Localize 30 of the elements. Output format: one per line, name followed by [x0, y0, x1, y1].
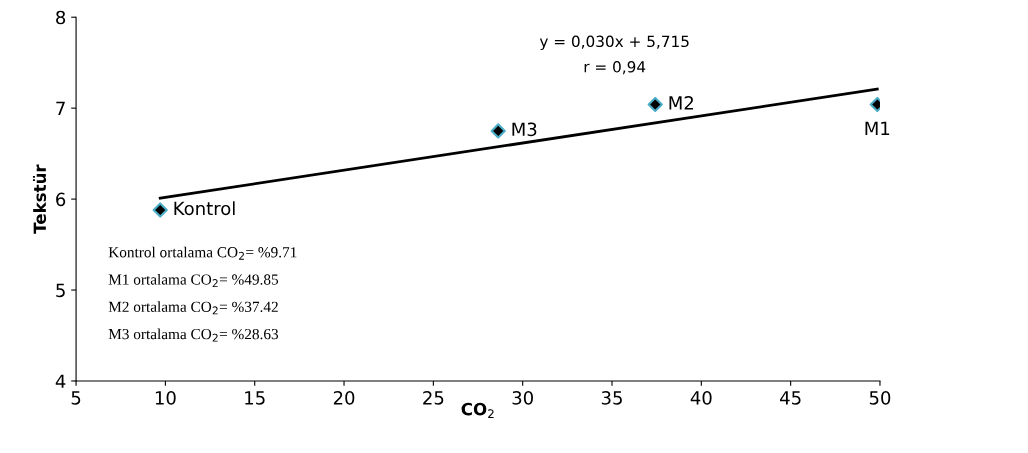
x-tick-label: 20	[333, 391, 355, 405]
x-tick-label: 25	[423, 391, 444, 405]
point	[152, 202, 168, 218]
x-tick-label: 35	[601, 391, 622, 405]
annotation: M3 ortalama CO$_{2}$= %28.63	[108, 328, 279, 342]
x-axis-title: CO$_{2}$	[461, 402, 494, 418]
x-tick-label: 5	[71, 391, 81, 405]
point	[490, 123, 506, 139]
x-tick-label: 30	[512, 391, 533, 405]
x-tick-label: 45	[780, 391, 801, 405]
annotation: M1 ortalama CO$_{2}$= %49.85	[108, 273, 279, 288]
x-tick-label: 15	[245, 391, 265, 405]
x-tick-label: 40	[690, 391, 712, 405]
point	[647, 96, 663, 113]
annotation: Kontrol ortalama CO$_{2}$= %9.71	[108, 246, 297, 260]
y-tick-label: 5	[56, 283, 65, 298]
series-label: M3	[512, 122, 537, 137]
y-tick-label: 7	[56, 101, 65, 116]
annotation: M2 ortalama CO$_{2}$= %37.42	[108, 301, 278, 315]
series-label: Kontrol	[174, 201, 235, 216]
series-label: M1	[865, 121, 890, 135]
annotation: r = 0,94	[584, 61, 646, 75]
x-tick-label: 50	[869, 391, 891, 405]
y-tick-label: 4	[55, 374, 66, 388]
series-label: M2	[669, 96, 693, 110]
y-tick-label: 6	[56, 192, 66, 207]
x-tick-label: 10	[155, 391, 176, 405]
y-axis-title: Tekstür	[32, 164, 47, 234]
y-tick-label: 8	[56, 10, 66, 25]
annotation: y = 0,030x + 5,715	[539, 35, 689, 51]
